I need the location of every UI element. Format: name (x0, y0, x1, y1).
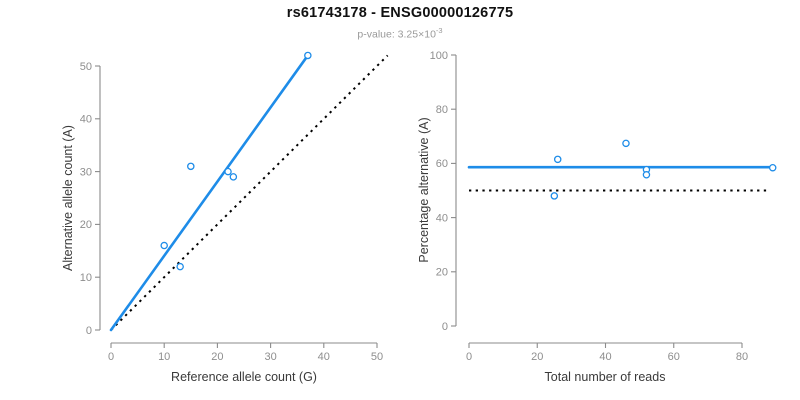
y-tick-label: 60 (436, 158, 448, 170)
data-point (304, 51, 312, 60)
x-tick-label: 50 (371, 351, 383, 363)
y-tick-label: 0 (442, 321, 448, 333)
y-tick-label: 40 (436, 212, 448, 224)
x-tick-label: 40 (318, 351, 330, 363)
reference-dotted-line (110, 54, 389, 331)
x-tick-label: 30 (264, 351, 276, 363)
y-tick-label: 50 (80, 61, 92, 73)
x-tick-label: 20 (531, 351, 543, 363)
y-tick-label: 80 (436, 104, 448, 116)
y-tick-label: 40 (80, 114, 92, 126)
x-tick-label: 20 (211, 351, 223, 363)
data-point (553, 155, 562, 164)
x-tick-label: 10 (158, 351, 170, 363)
y-axis-title: Percentage alternative (A) (417, 117, 431, 262)
data-point (160, 241, 168, 250)
x-tick-label: 0 (466, 351, 472, 363)
right-plot: 0 20 40 60 80 100 0 20 40 60 80 Total number of rea… (417, 50, 777, 384)
y-tick-label: 0 (86, 325, 92, 337)
data-point (642, 171, 651, 179)
x-tick-label: 40 (599, 351, 611, 363)
y-tick-label: 100 (430, 50, 448, 62)
y-tick-label: 20 (80, 219, 92, 231)
y-axis-title: Alternative allele count (A) (61, 125, 75, 271)
y-tick-label: 30 (80, 166, 92, 178)
y-tick-label: 10 (80, 272, 92, 284)
p-value-text: p-value: 3.25×10 (357, 28, 436, 41)
data-point (229, 173, 238, 181)
regression-line (109, 54, 310, 332)
data-point (622, 139, 630, 148)
p-value-label: p-value: 3.25×10-3 (0, 26, 800, 41)
plot-title: rs61743178 - ENSG00000126775 (286, 5, 514, 21)
x-axis-title: Reference allele count (G) (171, 370, 317, 384)
y-tick-label: 20 (436, 267, 448, 279)
left-plot: 0 10 20 30 40 50 0 10 20 30 40 50 Reference allele c… (61, 51, 389, 384)
p-value-exponent: -3 (435, 26, 443, 35)
data-point (550, 192, 559, 200)
x-tick-label: 80 (736, 351, 748, 363)
data-point (176, 262, 184, 271)
x-tick-label: 60 (668, 351, 680, 363)
x-tick-label: 0 (108, 351, 114, 363)
data-point (768, 163, 777, 172)
data-point (187, 162, 195, 171)
x-axis-title: Total number of reads (545, 370, 666, 384)
data-point (224, 167, 232, 176)
